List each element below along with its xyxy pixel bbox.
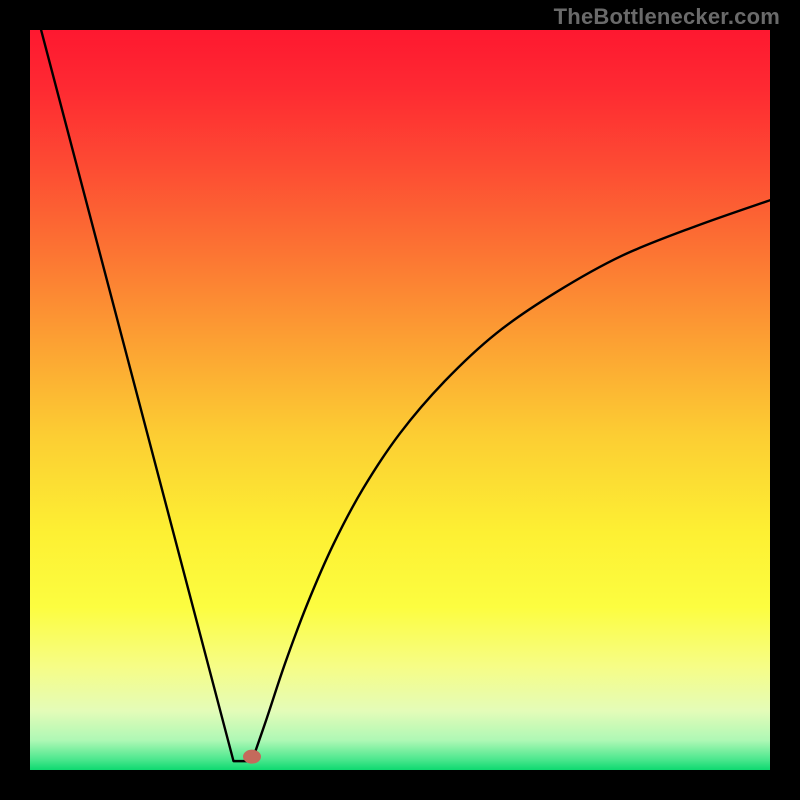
watermark-text: TheBottlenecker.com: [554, 4, 780, 30]
chart-frame: TheBottlenecker.com: [0, 0, 800, 800]
plot-area: [30, 30, 770, 770]
minimum-marker: [243, 750, 261, 764]
bottleneck-curve: [30, 30, 770, 770]
